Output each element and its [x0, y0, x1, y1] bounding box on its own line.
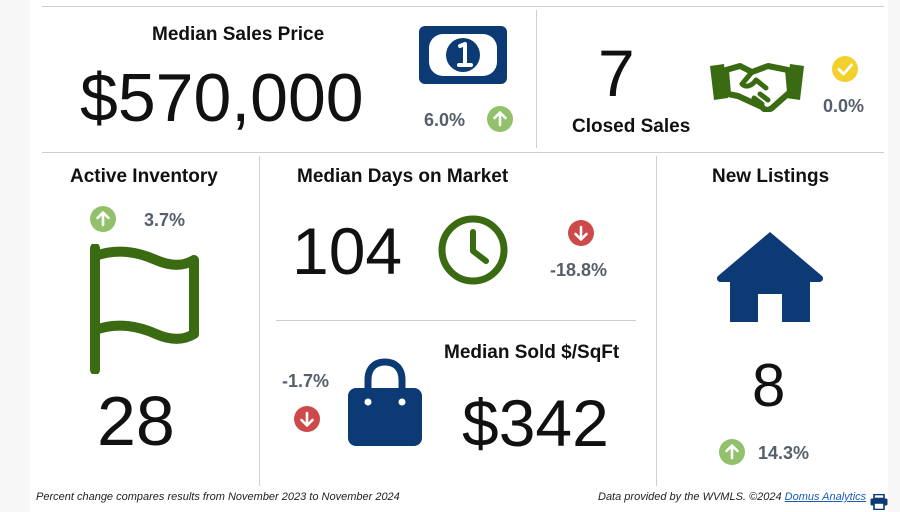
top-vertical-divider — [536, 10, 537, 148]
arrow-down-icon — [568, 220, 594, 246]
middle-divider — [42, 152, 884, 153]
closed-sales-change: 0.0% — [823, 96, 865, 116]
median-sales-price-title: Median Sales Price — [152, 24, 325, 45]
median-sold-sqft-value: $342 — [462, 386, 609, 460]
money-icon — [417, 24, 509, 86]
footer-credit: Data provided by the WVMLS. ©2024 Domus … — [598, 491, 866, 503]
new-listings-title: New Listings — [712, 166, 830, 187]
arrow-up-icon — [90, 206, 116, 232]
check-neutral-icon — [832, 56, 858, 82]
arrow-down-icon — [294, 406, 320, 432]
median-sales-price-change: 6.0% — [424, 110, 466, 130]
active-inventory-title: Active Inventory — [70, 166, 218, 187]
median-days-on-market-title: Median Days on Market — [297, 166, 509, 187]
closed-sales-value: 7 — [598, 36, 635, 110]
closed-sales-title: Closed Sales — [572, 116, 691, 137]
footer-credit-text: Data provided by the WVMLS. ©2024 — [598, 491, 785, 503]
active-inventory-change: 3.7% — [144, 210, 186, 230]
clock-icon — [437, 214, 509, 286]
footer-note: Percent change compares results from Nov… — [36, 491, 400, 503]
new-listings-value: 8 — [752, 352, 786, 419]
median-days-on-market-value: 104 — [292, 214, 403, 288]
median-sold-sqft-title: Median Sold $/SqFt — [444, 342, 620, 363]
left-vertical-divider — [259, 156, 260, 486]
handshake-icon — [708, 56, 806, 112]
new-listings-change: 14.3% — [758, 443, 810, 463]
active-inventory-value: 28 — [97, 382, 175, 460]
median-sales-price-value: $570,000 — [80, 60, 364, 136]
flag-icon — [86, 244, 202, 374]
domus-analytics-link[interactable]: Domus Analytics — [784, 491, 867, 503]
house-icon — [716, 230, 824, 324]
printer-icon[interactable] — [870, 494, 888, 510]
top-divider — [42, 6, 884, 7]
arrow-up-icon — [487, 106, 513, 132]
center-divider — [276, 320, 636, 321]
median-days-on-market-change: -18.8% — [550, 260, 608, 280]
shopping-bag-icon — [346, 358, 424, 448]
right-vertical-divider — [656, 156, 657, 486]
median-sold-sqft-change: -1.7% — [282, 371, 330, 391]
arrow-up-icon — [719, 439, 745, 465]
